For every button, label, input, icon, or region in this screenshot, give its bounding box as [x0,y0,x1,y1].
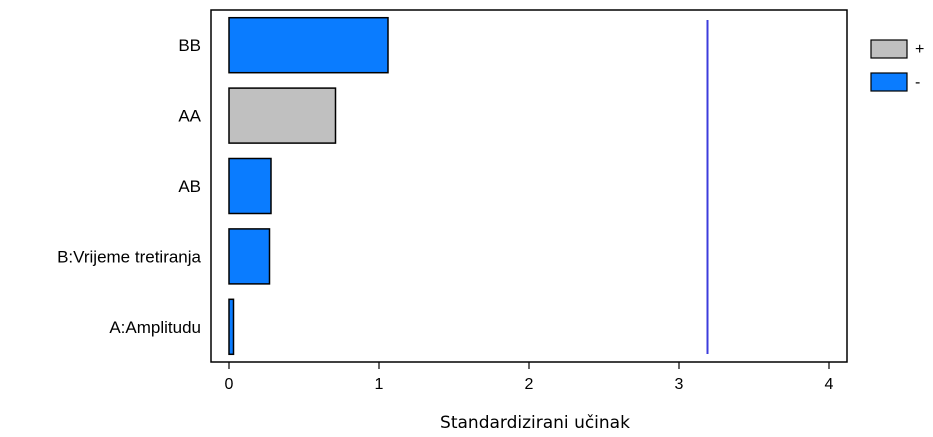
category-label-4: A:Amplitudu [109,318,201,337]
bar-1 [228,87,337,144]
x-axis-ticks: 0 1 2 3 4 [225,362,834,393]
bar-3 [228,228,271,285]
bar-2 [228,157,272,215]
bar-0 [228,16,389,74]
x-axis-title: Standardizirani učinak [440,413,630,433]
x-tick-label-4: 4 [825,376,834,393]
legend-swatch-1 [870,72,908,92]
x-tick-label-3: 3 [675,376,684,393]
legend-swatch-0 [870,39,908,59]
legend-label-1: - [915,74,920,91]
category-label-3: B:Vrijeme tretiranja [57,247,201,266]
x-tick-label-0: 0 [225,376,234,393]
legend: +- [870,39,924,92]
bar-4 [228,298,235,356]
x-tick-label-1: 1 [375,376,384,393]
category-label-1: AA [178,107,201,126]
category-labels: BB AA AB B:Vrijeme tretiranja A:Amplitudu [57,36,202,337]
x-tick-label-2: 2 [525,376,534,393]
category-label-0: BB [178,36,201,55]
bars-group [228,16,389,356]
category-label-2: AB [178,177,201,196]
legend-label-0: + [915,41,924,58]
